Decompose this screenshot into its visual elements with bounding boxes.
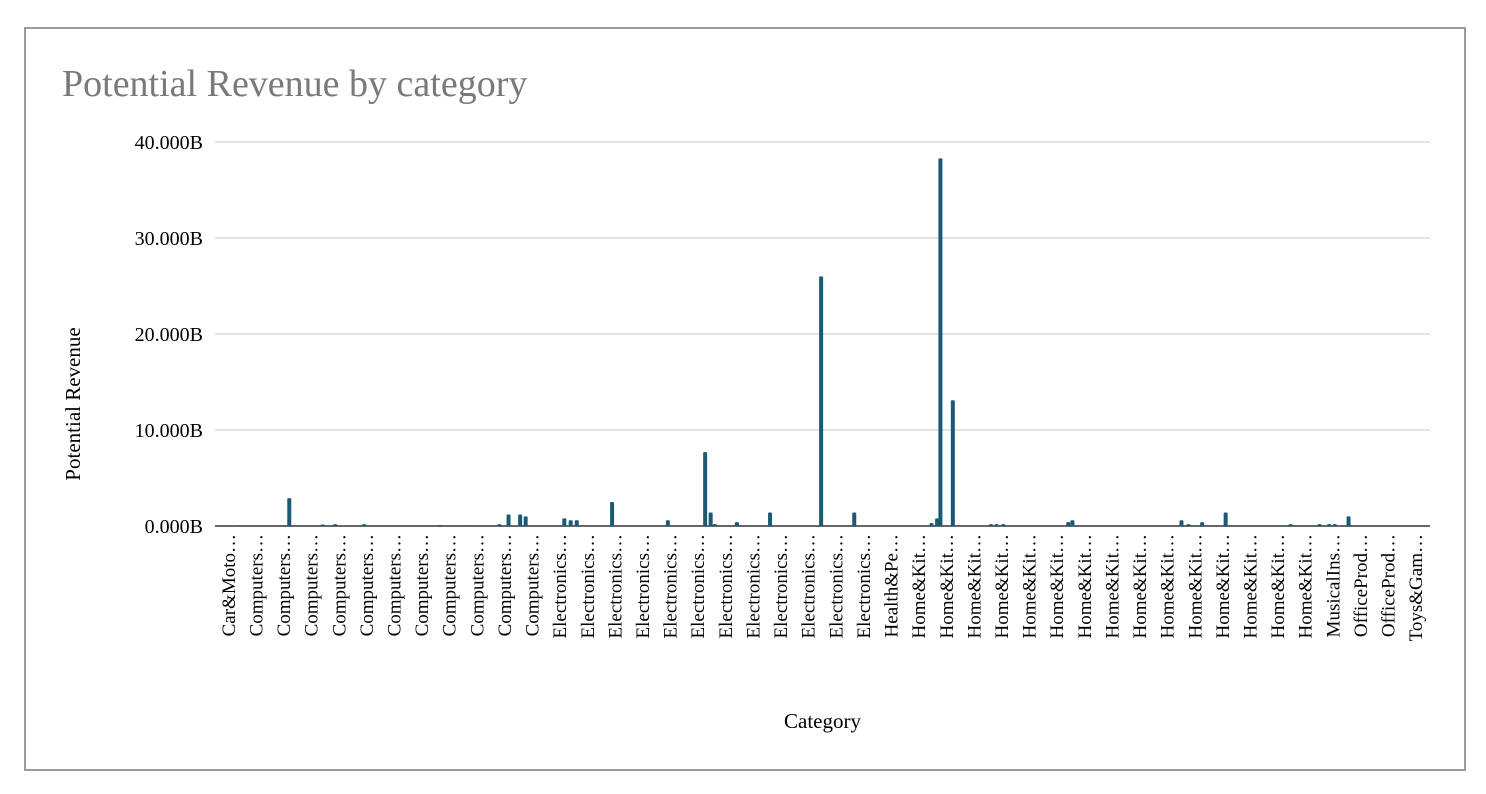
bar — [1288, 524, 1293, 526]
x-tick-labels: Car&Moto… Computers… Computers… Computers… C… — [219, 534, 1427, 641]
bar-layer — [232, 158, 1351, 527]
x-tick-label: Home&Kit… — [1213, 534, 1234, 639]
bar — [506, 514, 511, 526]
x-tick-label: Home&Kit… — [964, 534, 985, 639]
bar — [333, 524, 338, 526]
x-tick-label: Home&Kit… — [1130, 534, 1151, 639]
bar — [518, 514, 523, 526]
x-tick-label: Computers… — [384, 534, 405, 636]
x-tick-label: Computers… — [440, 534, 461, 636]
bar — [938, 158, 943, 526]
y-tick-labels: 0.000B 10.000B 20.000B 30.000B 40.000B — [135, 132, 203, 538]
y-tick-label: 30.000B — [135, 228, 203, 250]
x-tick-label: Toys&Gam… — [1406, 534, 1427, 641]
x-tick-label: Electronics… — [799, 534, 820, 638]
bar — [1066, 522, 1071, 526]
x-tick-label: Electronics… — [688, 534, 709, 638]
bar — [320, 524, 325, 526]
bar — [461, 525, 466, 527]
bar — [703, 452, 708, 526]
bar — [362, 524, 367, 526]
bar — [819, 276, 824, 526]
y-tick-label: 40.000B — [135, 132, 203, 154]
bar — [610, 502, 615, 526]
x-tick-label: Computers… — [523, 534, 544, 636]
x-tick-label: Home&Kit… — [992, 534, 1013, 639]
x-tick-label: OfficeProd… — [1351, 534, 1372, 637]
x-tick-label: Electronics… — [854, 534, 875, 638]
x-tick-label: Home&Kit… — [1075, 534, 1096, 639]
x-tick-label: Computers… — [495, 534, 516, 636]
x-tick-label: Computers… — [274, 534, 295, 636]
x-tick-label: Electronics… — [826, 534, 847, 638]
bar — [232, 525, 237, 527]
bar — [988, 524, 993, 526]
x-tick-label: Home&Kit… — [1268, 534, 1289, 639]
chart-title: Potential Revenue by category — [62, 63, 528, 105]
x-tick-label: Health&Pe… — [882, 534, 903, 637]
bar — [438, 525, 443, 526]
x-tick-label: Home&Kit… — [1185, 534, 1206, 639]
bar — [406, 525, 411, 527]
bar — [929, 523, 934, 526]
x-tick-label: OfficeProd… — [1379, 534, 1400, 637]
bar — [950, 400, 955, 526]
x-tick-label: Electronics… — [743, 534, 764, 638]
x-tick-label: MusicalIns… — [1323, 534, 1344, 637]
x-tick-label: Home&Kit… — [1158, 534, 1179, 639]
x-tick-label: Home&Kit… — [1102, 534, 1123, 639]
x-tick-label: Computers… — [329, 534, 350, 636]
x-tick-label: Electronics… — [605, 534, 626, 638]
x-tick-label: Home&Kit… — [1241, 534, 1262, 639]
bar — [287, 498, 292, 526]
x-tick-label: Computers… — [467, 534, 488, 636]
x-tick-label: Computers… — [302, 534, 323, 636]
bar — [1200, 522, 1205, 526]
bar — [1327, 524, 1332, 526]
y-tick-label: 20.000B — [135, 324, 203, 346]
bar — [734, 522, 739, 526]
x-tick-label: Home&Kit… — [1296, 534, 1317, 639]
bar — [523, 516, 528, 526]
x-tick-label: Car&Moto… — [219, 534, 240, 636]
bar — [708, 512, 713, 526]
x-tick-label: Home&Kit… — [909, 534, 930, 639]
bar — [1186, 524, 1191, 526]
x-tick-label: Electronics… — [661, 534, 682, 638]
bar — [768, 512, 773, 526]
x-axis-title: Category — [784, 709, 861, 733]
x-tick-label: Computers… — [246, 534, 267, 636]
x-tick-label: Computers… — [357, 534, 378, 636]
x-tick-label: Electronics… — [578, 534, 599, 638]
bar — [852, 512, 857, 526]
bar — [1001, 524, 1006, 526]
bar — [994, 524, 999, 526]
bar — [935, 518, 940, 526]
x-tick-label: Electronics… — [633, 534, 654, 638]
bar — [665, 520, 670, 526]
bar — [574, 520, 579, 526]
bar — [497, 524, 502, 526]
bar — [1346, 516, 1351, 526]
bar — [712, 524, 717, 526]
bar — [562, 518, 567, 526]
x-tick-label: Home&Kit… — [1020, 534, 1041, 639]
x-tick-label: Electronics… — [716, 534, 737, 638]
y-tick-label: 10.000B — [135, 420, 203, 442]
chart-frame — [24, 27, 1466, 771]
bar — [1179, 520, 1184, 526]
x-tick-label: Home&Kit… — [937, 534, 958, 639]
bar — [1332, 524, 1337, 526]
x-tick-label: Electronics… — [550, 534, 571, 638]
x-tick-label: Home&Kit… — [1047, 534, 1068, 639]
bar — [1223, 512, 1228, 526]
bar — [568, 520, 573, 526]
y-tick-label: 0.000B — [145, 516, 203, 538]
x-tick-label: Electronics… — [771, 534, 792, 638]
bar — [1070, 520, 1075, 526]
bar — [1317, 524, 1322, 526]
x-tick-label: Computers… — [412, 534, 433, 636]
y-axis-title: Potential Revenue — [61, 327, 85, 480]
